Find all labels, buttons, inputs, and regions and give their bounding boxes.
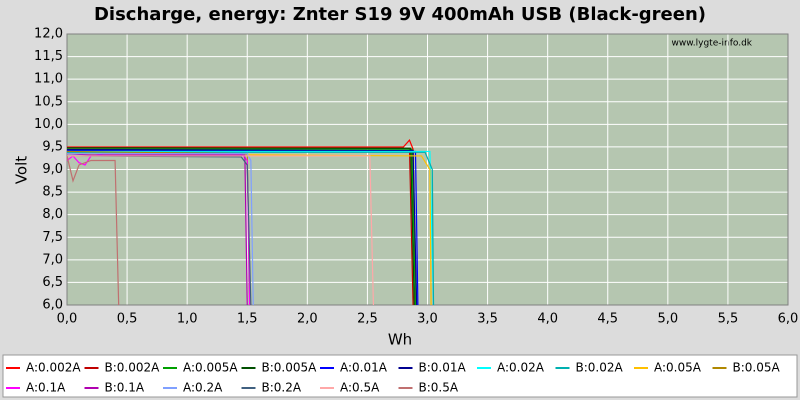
- legend-label: B:0.005A: [262, 361, 318, 375]
- legend-label: A:0.1A: [26, 381, 66, 395]
- y-tick-label: 10,0: [34, 117, 63, 132]
- chart-title: Discharge, energy: Znter S19 9V 400mAh U…: [94, 4, 706, 25]
- x-axis-label: Wh: [388, 331, 412, 349]
- x-tick-label: 2,0: [297, 312, 318, 327]
- x-tick-label: 0,5: [117, 312, 138, 327]
- y-tick-label: 7,0: [42, 252, 63, 267]
- series-line: [67, 151, 435, 306]
- y-tick-label: 10,5: [34, 94, 63, 109]
- x-tick-label: 5,0: [657, 312, 678, 327]
- legend-label: A:0.01A: [340, 361, 388, 375]
- legend-label: B:0.02A: [576, 361, 624, 375]
- legend-label: B:0.5A: [419, 381, 459, 395]
- y-tick-label: 11,5: [34, 49, 63, 64]
- y-tick-label: 8,5: [42, 185, 63, 200]
- series-line: [67, 153, 254, 306]
- series-line: [67, 148, 417, 306]
- x-tick-label: 1,0: [177, 312, 198, 327]
- plot-border: [66, 33, 789, 306]
- y-tick-label: 6,5: [42, 275, 63, 290]
- series-line: [67, 155, 375, 306]
- legend-label: B:0.2A: [262, 381, 302, 395]
- y-tick-label: 6,0: [42, 298, 63, 313]
- legend-label: A:0.002A: [26, 361, 81, 375]
- y-tick-label: 12,0: [34, 27, 63, 42]
- legend-box: [2, 354, 798, 398]
- x-tick-label: 1,5: [237, 312, 258, 327]
- x-tick-label: 4,0: [537, 312, 558, 327]
- x-tick-label: 5,5: [718, 312, 739, 327]
- legend-label: A:0.005A: [183, 361, 238, 375]
- legend-label: A:0.5A: [340, 381, 380, 395]
- legend-label: B:0.002A: [105, 361, 161, 375]
- x-tick-label: 6,0: [778, 312, 799, 327]
- legend-label: B:0.05A: [733, 361, 781, 375]
- y-tick-label: 8,0: [42, 207, 63, 222]
- x-tick-label: 2,5: [357, 312, 378, 327]
- y-axis-label: Volt: [13, 156, 31, 184]
- legend-label: B:0.01A: [419, 361, 467, 375]
- series-line: [66, 153, 248, 306]
- legend-label: A:0.2A: [183, 381, 223, 395]
- series-line: [66, 147, 415, 306]
- series-line: [66, 155, 120, 306]
- y-tick-label: 9,5: [42, 139, 63, 154]
- series-line: [67, 150, 435, 306]
- legend-label: A:0.05A: [654, 361, 702, 375]
- legend-label: A:0.02A: [497, 361, 545, 375]
- y-tick-label: 11,0: [34, 72, 63, 87]
- legend-label: B:0.1A: [105, 381, 145, 395]
- y-tick-label: 7,5: [42, 230, 63, 245]
- x-tick-label: 3,5: [477, 312, 498, 327]
- x-tick-label: 0,0: [57, 312, 78, 327]
- x-tick-label: 4,5: [597, 312, 618, 327]
- series-line: [66, 149, 418, 306]
- watermark: www.lygte-info.dk: [672, 39, 753, 49]
- y-tick-label: 9,0: [42, 162, 63, 177]
- x-tick-label: 3,0: [417, 312, 438, 327]
